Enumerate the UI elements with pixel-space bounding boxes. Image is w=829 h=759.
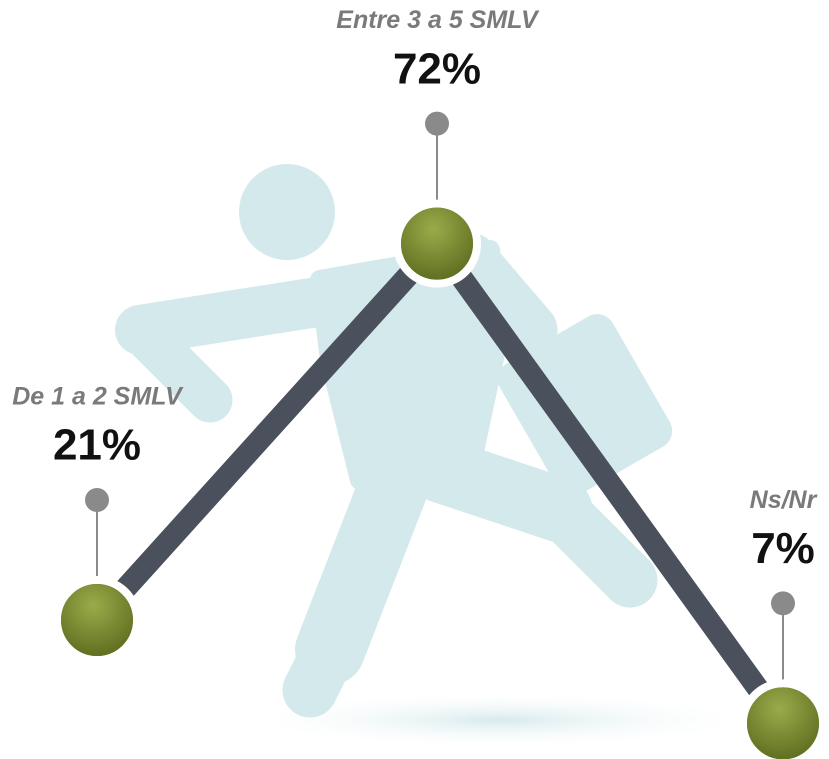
pin-dot xyxy=(85,488,109,512)
value-label: 72% xyxy=(393,44,481,93)
pin-dot xyxy=(771,591,795,615)
category-label: Ns/Nr xyxy=(750,486,818,514)
pin-dot xyxy=(425,112,449,136)
category-label: Entre 3 a 5 SMLV xyxy=(336,6,540,34)
marker-shine xyxy=(747,687,819,759)
marker-shine xyxy=(401,208,473,280)
chart: 21% De 1 a 2 SMLV 72% Entre 3 a 5 SMLV 7% Ns/… xyxy=(0,0,829,759)
value-label: 7% xyxy=(751,524,815,573)
page: 21% De 1 a 2 SMLV 72% Entre 3 a 5 SMLV 7% Ns/… xyxy=(0,0,829,759)
category-label: De 1 a 2 SMLV xyxy=(12,383,184,411)
marker-shine xyxy=(61,584,133,656)
value-label: 21% xyxy=(53,421,141,470)
